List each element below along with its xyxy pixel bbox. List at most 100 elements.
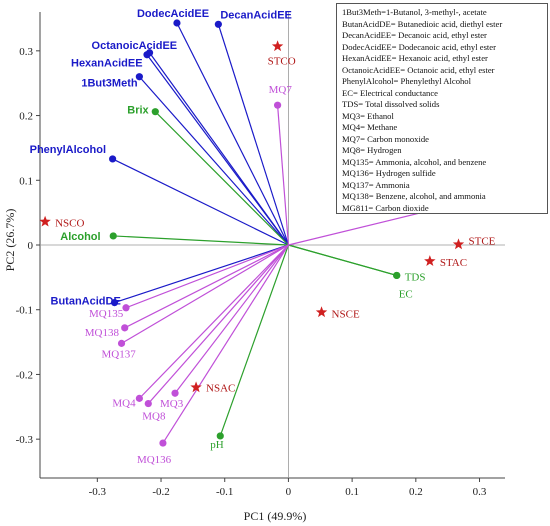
vector-mq8: MQ8 bbox=[142, 244, 289, 423]
vector-line bbox=[112, 158, 289, 246]
vector-label: 1But3Meth bbox=[81, 78, 138, 90]
vector-line bbox=[125, 244, 289, 309]
x-tick-label: -0.2 bbox=[152, 486, 169, 498]
legend-entry: OctanoicAcidEE= Octanoic acid, ethyl est… bbox=[342, 64, 495, 75]
vector-end-point bbox=[159, 439, 167, 447]
sample-nsco: NSCO bbox=[39, 215, 84, 230]
vector-end-point bbox=[393, 271, 401, 280]
legend-entry: ButanAcidDE= Butanedioic acid, diethyl e… bbox=[342, 18, 503, 29]
vector-mq4: MQ4 bbox=[112, 244, 289, 409]
y-tick-label: 0.1 bbox=[19, 175, 33, 187]
legend-entry: PhenylAlcohol= Phenylethyl Alcohol bbox=[342, 76, 471, 86]
sample-nsce: NSCE bbox=[315, 306, 360, 320]
vector-label: Alcohol bbox=[60, 231, 100, 243]
vector-decanacidee: DecanAcidEE bbox=[214, 9, 292, 246]
vector-end-point bbox=[117, 339, 126, 347]
sample-label: STCE bbox=[469, 235, 496, 247]
y-tick-label: -0.1 bbox=[16, 305, 33, 317]
vector-end-point bbox=[216, 432, 224, 440]
sample-label: STAC bbox=[440, 257, 467, 269]
y-tick-label: 0.3 bbox=[19, 46, 33, 58]
vector-label: EC bbox=[399, 288, 413, 300]
vector-phenylalcohol: PhenylAlcohol bbox=[30, 144, 289, 246]
sample-star-marker bbox=[39, 215, 51, 227]
vector-end-point bbox=[109, 232, 117, 240]
x-tick-label: 0.3 bbox=[473, 486, 487, 498]
sample-star-marker bbox=[190, 381, 202, 393]
x-axis-label: PC1 (49.9%) bbox=[244, 509, 307, 523]
legend: 1But3Meth=1-Butanol, 3-methyl-, acetate B… bbox=[336, 3, 548, 214]
vector-brix: Brix bbox=[127, 105, 289, 246]
vector-label: pH bbox=[210, 439, 224, 451]
vector-label: MQ8 bbox=[142, 411, 166, 423]
vector-hexanacidee: HexanAcidEE bbox=[71, 51, 289, 246]
legend-entry: DodecAcidEE= Dodecanoic acid, ethyl este… bbox=[342, 41, 496, 52]
vector-line bbox=[276, 105, 290, 246]
vector-line bbox=[176, 22, 289, 246]
legend-entry: MG811= Carbon dioxide bbox=[342, 202, 429, 213]
vector-mq135: MQ135 bbox=[89, 244, 289, 320]
vector-ec: EC bbox=[288, 244, 413, 300]
vector-end-point bbox=[135, 394, 143, 402]
vector-line bbox=[217, 24, 289, 246]
loading-vectors: DodecAcidEE DecanAcidEE OctanoicAcidEE Hexa… bbox=[30, 8, 479, 466]
legend-entry: HexanAcidEE= Hexanoic acid, ethyl ester bbox=[342, 53, 488, 63]
sample-star-marker bbox=[452, 238, 465, 250]
vector-label: ButanAcidDE bbox=[51, 296, 121, 308]
vector-line bbox=[174, 244, 289, 394]
vector-line bbox=[138, 244, 289, 399]
vector-end-point bbox=[110, 299, 119, 307]
vector-label: OctanoicAcidEE bbox=[92, 40, 178, 52]
legend-entry: MQ137= Ammonia bbox=[342, 179, 410, 190]
vector-end-point bbox=[173, 19, 181, 27]
y-tick-label: -0.3 bbox=[16, 434, 34, 446]
y-tick-label: 0.2 bbox=[19, 111, 33, 123]
vector-label: MQ137 bbox=[102, 348, 137, 360]
legend-entry: MQ138= Benzene, alcohol, and ammonia bbox=[342, 191, 486, 201]
vector-end-point bbox=[171, 389, 179, 397]
sample-nsac: NSAC bbox=[190, 381, 235, 394]
vector-butanacidde: ButanAcidDE bbox=[51, 244, 289, 308]
vector-end-point bbox=[109, 155, 117, 163]
sample-stce: STCE bbox=[452, 235, 496, 250]
sample-stac: STAC bbox=[424, 255, 467, 269]
vector-line bbox=[138, 76, 289, 246]
y-tick-label: 0 bbox=[28, 240, 34, 252]
vector-line bbox=[124, 244, 289, 329]
vector-label: MQ7 bbox=[269, 84, 293, 96]
legend-entry: TDS= Total dissolved solids bbox=[342, 99, 440, 109]
vector-end-point bbox=[214, 20, 222, 28]
vector-end-point bbox=[151, 108, 159, 116]
legend-entry: DecanAcidEE= Decanoic acid, ethyl ester bbox=[342, 30, 487, 40]
vector-mq7: MQ7 bbox=[269, 84, 293, 246]
vector-mq137: MQ137 bbox=[102, 244, 289, 360]
vector-end-point bbox=[135, 73, 143, 81]
vector-line bbox=[147, 244, 289, 404]
sample-label: STCO bbox=[268, 55, 296, 67]
legend-entry: MQ4= Methane bbox=[342, 122, 398, 132]
vector-1but3meth: 1But3Meth bbox=[81, 73, 289, 246]
x-tick-label: -0.3 bbox=[89, 486, 107, 498]
vector-label: MQ136 bbox=[137, 454, 172, 466]
vector-label: DodecAcidEE bbox=[137, 8, 209, 20]
vector-label: MQ138 bbox=[85, 327, 120, 339]
vector-label: MQ3 bbox=[160, 398, 184, 410]
sample-star-marker bbox=[315, 306, 328, 318]
vector-end-point bbox=[143, 51, 151, 59]
x-tick-label: 0 bbox=[286, 486, 292, 498]
vector-ph: pH bbox=[210, 244, 289, 451]
legend-entry: EC= Electrical conductance bbox=[342, 87, 438, 98]
vector-line bbox=[219, 244, 289, 437]
vector-mq138: MQ138 bbox=[85, 244, 289, 339]
axis-ticks: -0.3 -0.2 -0.1 0 0.1 0.2 0.3 -0.3 -0.2 -0.1 0 0.1 0.… bbox=[16, 12, 505, 498]
sample-label: NSAC bbox=[206, 382, 235, 394]
y-tick-label: -0.2 bbox=[16, 369, 33, 381]
vector-line bbox=[288, 244, 397, 276]
sample-label: NSCO bbox=[55, 218, 84, 230]
legend-entry: MQ7= Carbon monoxide bbox=[342, 133, 429, 144]
sample-stco: STCO bbox=[268, 40, 296, 67]
y-axis-label: PC2 (26.7%) bbox=[3, 209, 17, 272]
vector-mq136: MQ136 bbox=[137, 244, 289, 466]
